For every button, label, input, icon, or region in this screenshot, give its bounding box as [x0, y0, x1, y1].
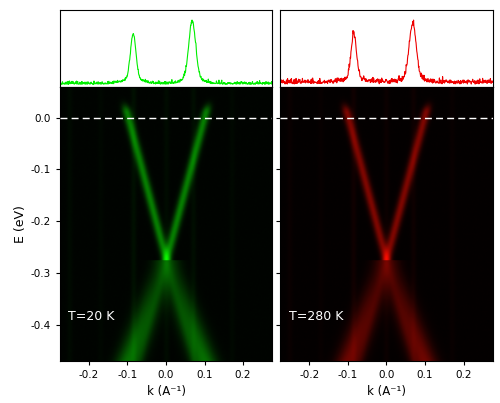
X-axis label: k (A⁻¹): k (A⁻¹)	[367, 385, 406, 398]
X-axis label: k (A⁻¹): k (A⁻¹)	[146, 385, 186, 398]
Text: T=280 K: T=280 K	[289, 310, 344, 322]
Text: T=20 K: T=20 K	[68, 310, 115, 322]
Y-axis label: E (eV): E (eV)	[14, 205, 26, 243]
